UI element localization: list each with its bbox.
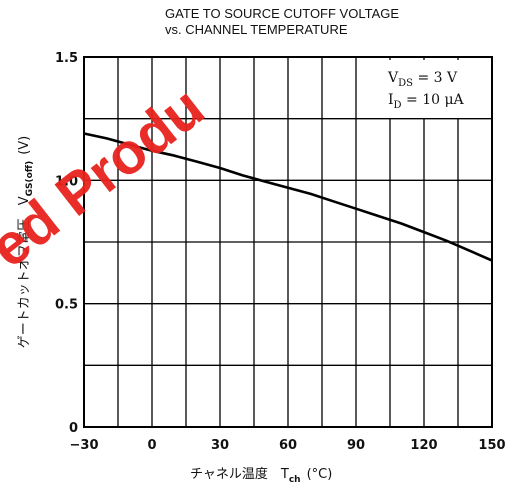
y-tick-label: 1.5 bbox=[55, 51, 78, 66]
condition-vds: VDS = 3 V bbox=[387, 70, 458, 89]
x-tick-label: 30 bbox=[211, 438, 229, 453]
x-tick-label: 60 bbox=[279, 438, 297, 453]
plot-frame bbox=[83, 56, 493, 428]
x-tick-labels: −30 0 30 60 90 120 150 bbox=[70, 438, 506, 453]
x-axis-label: チャネル温度 Tch (°C) bbox=[190, 466, 332, 485]
y-axis-label: ゲートカットオフ電圧 VGS(off)(V) bbox=[17, 136, 35, 349]
conditions-box bbox=[370, 60, 490, 118]
x-tick-label: 120 bbox=[410, 438, 437, 453]
y-tick-label: 0.5 bbox=[55, 298, 78, 313]
series-group bbox=[83, 132, 493, 262]
series-line bbox=[83, 132, 493, 262]
x-tick-label: 0 bbox=[147, 438, 156, 453]
y-tick-labels: 0 0.5 1.0 1.5 bbox=[55, 51, 78, 436]
x-tick-label: 90 bbox=[347, 438, 365, 453]
condition-id: ID = 10 μA bbox=[388, 92, 465, 111]
grid bbox=[84, 57, 492, 427]
chart-subtitle: vs. CHANNEL TEMPERATURE bbox=[165, 22, 348, 37]
x-tick-label: 150 bbox=[478, 438, 505, 453]
y-tick-label: 0 bbox=[69, 421, 78, 436]
chart-title: GATE TO SOURCE CUTOFF VOLTAGE bbox=[165, 6, 399, 21]
x-tick-label: −30 bbox=[70, 438, 99, 453]
y-tick-label: 1.0 bbox=[55, 174, 78, 189]
